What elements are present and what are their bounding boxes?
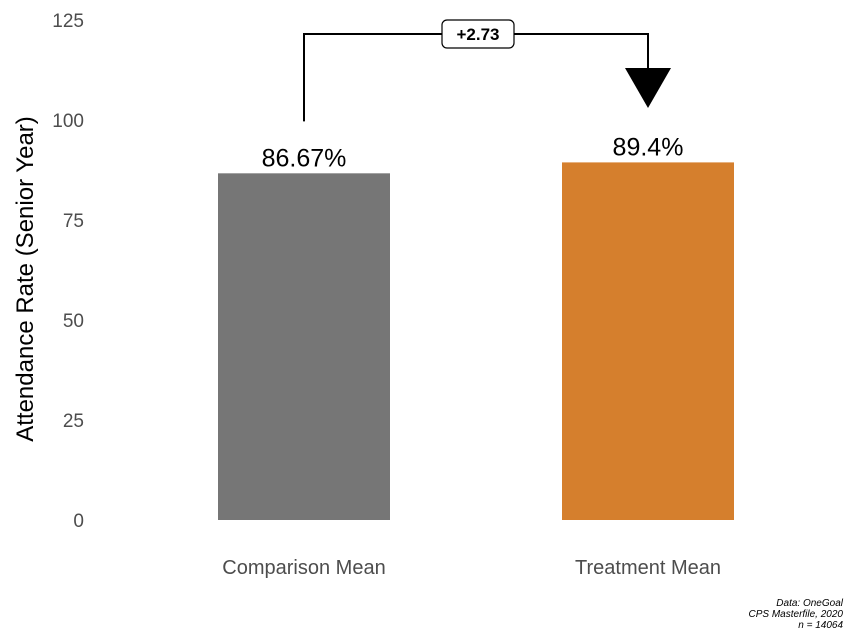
y-tick-100: 100 xyxy=(52,111,84,132)
value-labels: 86.67% 89.4% xyxy=(262,133,684,172)
bar-comparison-mean xyxy=(218,173,390,520)
bars xyxy=(218,162,734,520)
value-label-comparison-mean: 86.67% xyxy=(262,144,347,172)
difference-label: +2.73 xyxy=(456,25,499,44)
value-label-treatment-mean: 89.4% xyxy=(613,133,684,161)
y-tick-25: 25 xyxy=(63,411,84,432)
y-axis-ticks: 0 25 50 75 100 125 xyxy=(52,11,84,532)
y-tick-50: 50 xyxy=(63,311,84,332)
y-tick-125: 125 xyxy=(52,11,84,32)
arrow-head-icon xyxy=(625,68,671,108)
caption-line-sample-size: n = 14064 xyxy=(798,620,843,631)
x-axis-labels: Comparison Mean Treatment Mean xyxy=(222,557,721,579)
y-axis-label: Attendance Rate (Senior Year) xyxy=(12,116,39,442)
y-tick-75: 75 xyxy=(63,211,84,232)
caption-line-masterfile: CPS Masterfile, 2020 xyxy=(748,609,844,620)
data-source-caption: Data: OneGoal CPS Masterfile, 2020 n = 1… xyxy=(749,598,844,631)
x-label-comparison-mean: Comparison Mean xyxy=(222,557,385,579)
difference-label-box xyxy=(441,19,515,49)
caption-line-source: Data: OneGoal xyxy=(776,598,843,609)
difference-annotation: +2.73 xyxy=(303,19,671,122)
y-tick-0: 0 xyxy=(73,511,84,532)
x-label-treatment-mean: Treatment Mean xyxy=(575,557,721,579)
bar-treatment-mean xyxy=(562,162,734,520)
